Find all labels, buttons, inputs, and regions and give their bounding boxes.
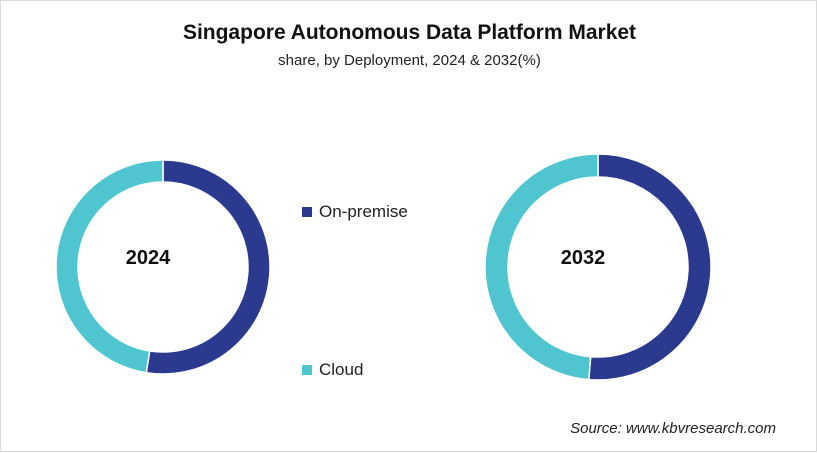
donut-slice-2032-cloud xyxy=(484,153,599,381)
donut-center-label: 2032 xyxy=(561,247,606,269)
legend-label: On-premise xyxy=(319,202,408,221)
legend-swatch-on-premise xyxy=(302,207,312,217)
legend-swatch-cloud xyxy=(302,365,312,375)
donut-center-label: 2024 xyxy=(126,247,171,269)
chart-title: Singapore Autonomous Data Platform Marke… xyxy=(182,21,637,44)
chart-subtitle: share, by Deployment, 2024 & 2032(%) xyxy=(278,52,541,69)
legend-item-on-premise: On-premise xyxy=(302,202,408,222)
source-note: Source: www.kbvresearch.com xyxy=(570,420,776,437)
donut-slice-2024-cloud xyxy=(55,159,164,374)
legend-item-cloud: Cloud xyxy=(302,360,363,380)
donut-slice-2032-on-premise xyxy=(587,153,712,381)
legend-label: Cloud xyxy=(319,360,364,379)
